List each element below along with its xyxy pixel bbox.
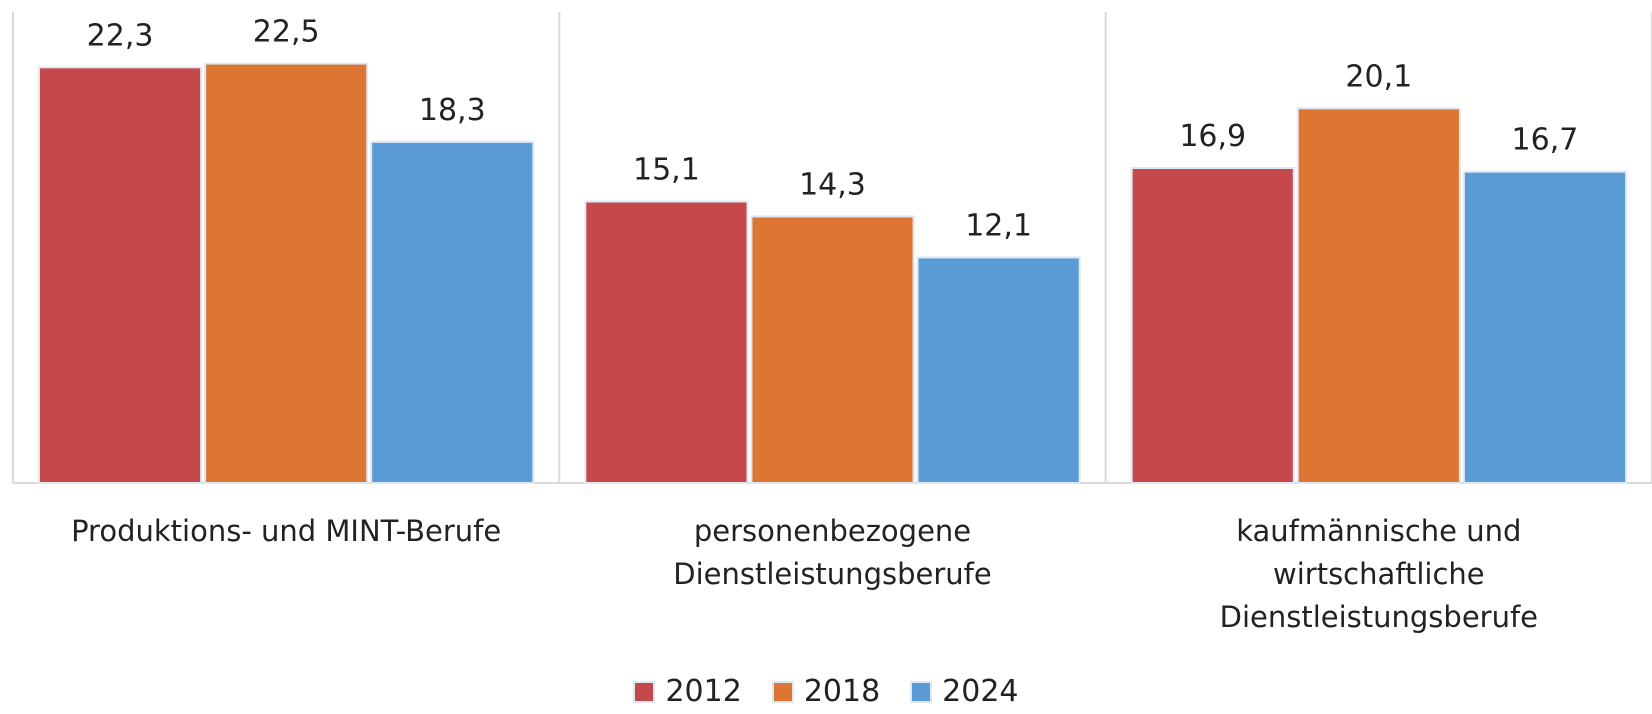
bar: [204, 62, 369, 484]
value-label: 20,1: [1345, 59, 1412, 94]
legend-swatch: [910, 680, 933, 703]
value-label: 14,3: [799, 167, 866, 202]
legend-item: 2012: [633, 674, 742, 709]
legend-label: 2012: [665, 674, 742, 709]
x-tick-label: Produktions- und MINT-Berufe: [71, 514, 502, 548]
legend-item: 2018: [771, 674, 881, 709]
legend-label: 2024: [942, 674, 1019, 709]
legend: 2012 2018 2024: [0, 674, 1652, 709]
legend-swatch: [633, 680, 656, 703]
bar: [584, 200, 749, 484]
bar: [1130, 166, 1295, 484]
bar: [1462, 170, 1628, 484]
legend-item: 2024: [910, 674, 1019, 709]
value-label: 15,1: [633, 153, 700, 188]
value-label: 12,1: [965, 208, 1032, 243]
value-label: 18,3: [419, 93, 486, 128]
value-label: 22,3: [87, 18, 154, 53]
legend-label: 2018: [803, 674, 881, 709]
x-tick-label: kaufmännische und wirtschaftliche Dienst…: [1219, 514, 1539, 634]
bar: [1296, 107, 1461, 484]
bar: [750, 215, 915, 484]
x-tick-label: personenbezogene Dienstleistungsberufe: [673, 514, 992, 591]
bar: [38, 66, 203, 484]
bar: [370, 140, 535, 484]
value-label: 16,7: [1512, 123, 1579, 158]
legend-swatch: [771, 680, 794, 703]
value-label: 16,9: [1179, 119, 1246, 154]
value-label: 22,5: [253, 15, 320, 50]
bar: [916, 256, 1081, 484]
